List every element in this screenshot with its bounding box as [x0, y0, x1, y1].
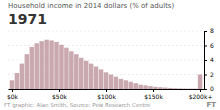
y-axis: 0 2 4 6 8	[204, 27, 214, 92]
x-tick-mark	[12, 89, 13, 92]
y-tick-mark	[204, 60, 207, 61]
bars	[10, 40, 203, 89]
y-tick: 4	[204, 56, 214, 63]
x-tick-mark	[106, 89, 107, 92]
bar	[79, 58, 83, 89]
bar	[74, 54, 78, 89]
y-tick: 0	[204, 85, 214, 92]
y-tick-label: 0	[210, 85, 214, 92]
bar	[198, 75, 202, 90]
y-tick-mark	[204, 75, 207, 76]
bar	[188, 88, 192, 89]
bar	[178, 88, 182, 89]
bar	[143, 85, 147, 89]
x-axis: $0k $50k $100k $150k $200k+	[7, 89, 213, 100]
x-tick-mark	[153, 89, 154, 92]
bar	[64, 48, 68, 89]
bar	[138, 85, 142, 89]
y-tick: 2	[204, 71, 214, 78]
bar	[158, 87, 162, 89]
bar	[49, 40, 53, 89]
bar	[94, 67, 98, 89]
x-tick-label: $150k	[144, 93, 163, 100]
bar	[59, 45, 63, 89]
grid-line	[8, 31, 204, 32]
bar	[119, 79, 123, 89]
bar	[84, 61, 88, 89]
bar	[25, 54, 29, 89]
x-tick-label: $100k	[97, 93, 116, 100]
x-tick: $200k+	[189, 89, 213, 100]
bar	[10, 80, 14, 89]
bar	[114, 77, 118, 89]
y-tick-mark	[204, 46, 207, 47]
x-tick-mark	[200, 89, 201, 92]
bar	[109, 75, 113, 90]
x-tick: $150k	[144, 89, 163, 100]
bar	[34, 43, 38, 89]
subtitle: 1971	[8, 11, 47, 27]
y-tick-label: 2	[210, 71, 214, 78]
bar	[183, 88, 187, 89]
x-tick-mark	[59, 89, 60, 92]
chart: Household income in 2014 dollars (% of a…	[0, 0, 220, 110]
bar	[99, 69, 103, 89]
bar	[148, 86, 152, 89]
bar	[44, 40, 48, 89]
bar	[30, 47, 34, 89]
x-tick-label: $200k+	[189, 93, 213, 100]
grid	[8, 31, 204, 89]
bar	[133, 83, 137, 89]
y-tick: 8	[204, 27, 214, 34]
bar	[129, 82, 133, 89]
bar	[168, 88, 172, 89]
bar	[173, 88, 177, 89]
y-tick-label: 8	[210, 27, 214, 34]
logo: FT	[206, 101, 216, 109]
x-tick: $0k	[7, 89, 19, 100]
bar	[39, 41, 43, 89]
bar	[193, 88, 197, 89]
x-tick-label: $50k	[52, 93, 67, 100]
y-axis-line	[205, 32, 208, 90]
y-tick: 6	[204, 42, 214, 49]
bar	[104, 72, 108, 89]
y-tick-mark	[204, 31, 207, 32]
x-tick: $100k	[97, 89, 116, 100]
title: Household income in 2014 dollars (% of a…	[8, 2, 175, 10]
bar	[15, 73, 19, 89]
bar	[124, 80, 128, 89]
plot: 0 2 4 6 8 $0k $50k $100k $150k $200k+	[7, 27, 214, 100]
y-tick-label: 4	[210, 56, 214, 63]
x-tick: $50k	[52, 89, 67, 100]
footer: FT graphic: Alan Smith, Source: Pew Rese…	[4, 102, 151, 109]
bar	[69, 51, 73, 89]
bar	[153, 87, 157, 89]
bar	[54, 42, 58, 89]
bar	[20, 64, 24, 89]
y-tick-label: 6	[210, 42, 214, 49]
bar	[89, 64, 93, 89]
bar	[163, 88, 167, 89]
x-tick-label: $0k	[7, 93, 19, 100]
